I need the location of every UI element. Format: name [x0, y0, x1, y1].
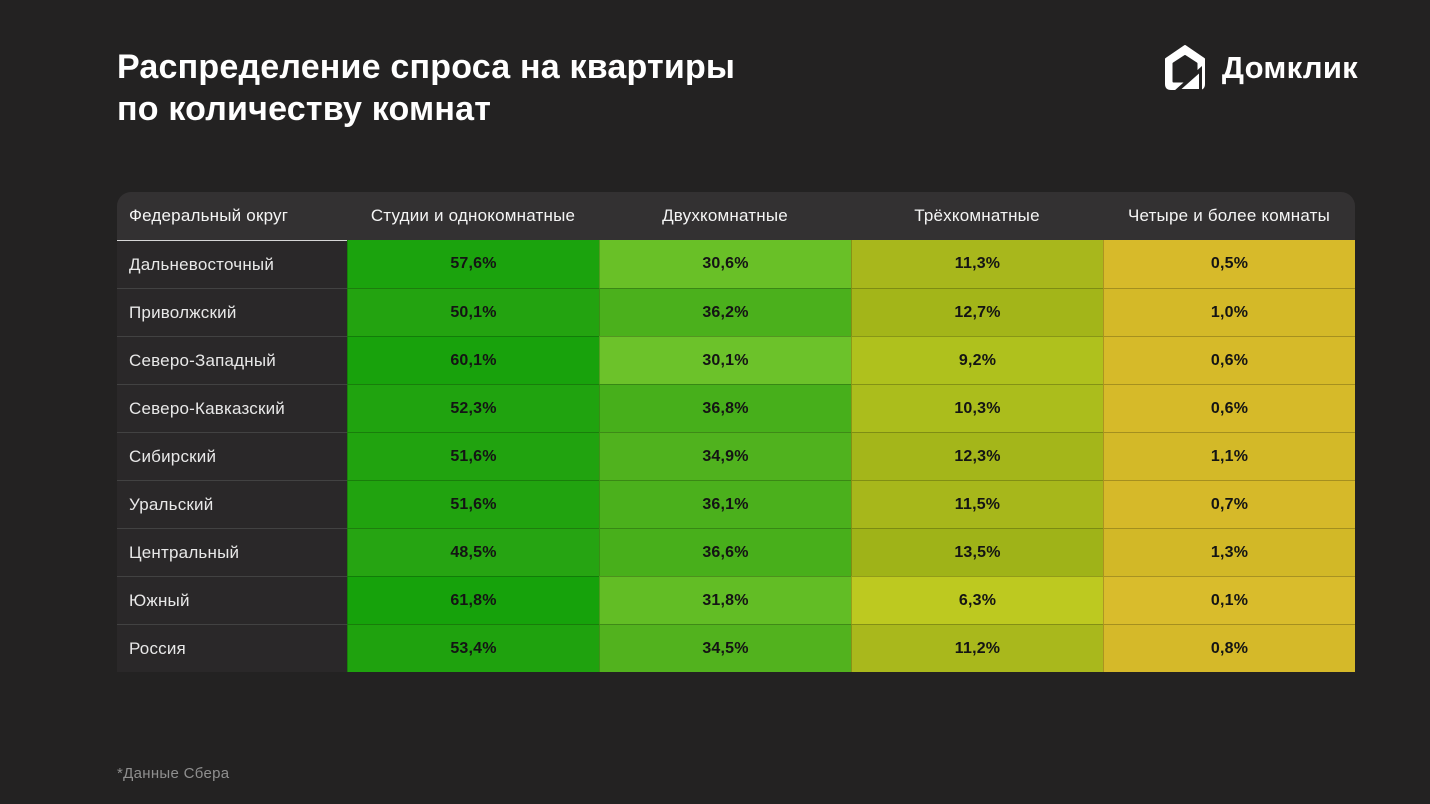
- page-title-line-1: Распределение спроса на квартиры: [117, 48, 736, 86]
- value-cell: 6,3%: [851, 576, 1103, 624]
- table-row: Дальневосточный 57,6% 30,6% 11,3% 0,5%: [117, 240, 1355, 288]
- column-header-region: Федеральный округ: [129, 206, 289, 225]
- region-label: Сибирский: [117, 432, 347, 480]
- value-cell: 61,8%: [347, 576, 599, 624]
- value-cell: 31,8%: [599, 576, 851, 624]
- table-row: Южный 61,8% 31,8% 6,3% 0,1%: [117, 576, 1355, 624]
- table-row: Приволжский 50,1% 36,2% 12,7% 1,0%: [117, 288, 1355, 336]
- value-cell: 57,6%: [347, 240, 599, 288]
- value-cell: 51,6%: [347, 432, 599, 480]
- column-header-4plus-room: Четыре и более комнаты: [1127, 206, 1331, 225]
- value-cell: 10,3%: [851, 384, 1103, 432]
- demand-heatmap-table: Федеральный округ Студии и однокомнатные…: [117, 192, 1355, 672]
- region-label: Южный: [117, 576, 347, 624]
- brand-name: Домклик: [1221, 50, 1358, 85]
- table-row: Северо-Кавказский 52,3% 36,8% 10,3% 0,6%: [117, 384, 1355, 432]
- table-header-row: Федеральный округ Студии и однокомнатные…: [117, 192, 1355, 240]
- value-cell: 12,3%: [851, 432, 1103, 480]
- brand-logo: Домклик: [1161, 44, 1358, 92]
- value-cell: 0,8%: [1103, 624, 1355, 672]
- value-cell: 0,6%: [1103, 384, 1355, 432]
- value-cell: 9,2%: [851, 336, 1103, 384]
- value-cell: 53,4%: [347, 624, 599, 672]
- value-cell: 11,2%: [851, 624, 1103, 672]
- value-cell: 11,5%: [851, 480, 1103, 528]
- value-cell: 34,9%: [599, 432, 851, 480]
- value-cell: 0,1%: [1103, 576, 1355, 624]
- value-cell: 13,5%: [851, 528, 1103, 576]
- value-cell: 1,3%: [1103, 528, 1355, 576]
- table-row: Сибирский 51,6% 34,9% 12,3% 1,1%: [117, 432, 1355, 480]
- value-cell: 36,8%: [599, 384, 851, 432]
- value-cell: 30,6%: [599, 240, 851, 288]
- table-row: Центральный 48,5% 36,6% 13,5% 1,3%: [117, 528, 1355, 576]
- value-cell: 0,7%: [1103, 480, 1355, 528]
- value-cell: 36,1%: [599, 480, 851, 528]
- value-cell: 34,5%: [599, 624, 851, 672]
- value-cell: 51,6%: [347, 480, 599, 528]
- column-header-2room: Двухкомнатные: [662, 206, 788, 225]
- value-cell: 50,1%: [347, 288, 599, 336]
- table-row: Северо-Западный 60,1% 30,1% 9,2% 0,6%: [117, 336, 1355, 384]
- table-row: Россия 53,4% 34,5% 11,2% 0,8%: [117, 624, 1355, 672]
- value-cell: 0,5%: [1103, 240, 1355, 288]
- column-header-3room: Трёхкомнатные: [914, 206, 1040, 225]
- region-label: Приволжский: [117, 288, 347, 336]
- domclick-house-icon: [1161, 44, 1209, 92]
- region-label: Центральный: [117, 528, 347, 576]
- value-cell: 36,2%: [599, 288, 851, 336]
- region-label: Дальневосточный: [117, 240, 347, 288]
- region-label: Россия: [117, 624, 347, 672]
- value-cell: 60,1%: [347, 336, 599, 384]
- table-row: Уральский 51,6% 36,1% 11,5% 0,7%: [117, 480, 1355, 528]
- table-body: Дальневосточный 57,6% 30,6% 11,3% 0,5% Привол…: [117, 240, 1355, 672]
- data-source-note: *Данные Сбера: [117, 765, 230, 782]
- value-cell: 30,1%: [599, 336, 851, 384]
- region-label: Уральский: [117, 480, 347, 528]
- value-cell: 12,7%: [851, 288, 1103, 336]
- value-cell: 1,0%: [1103, 288, 1355, 336]
- value-cell: 11,3%: [851, 240, 1103, 288]
- value-cell: 0,6%: [1103, 336, 1355, 384]
- region-label: Северо-Западный: [117, 336, 347, 384]
- value-cell: 1,1%: [1103, 432, 1355, 480]
- column-header-studio-1room: Студии и однокомнатные: [370, 206, 576, 225]
- region-label: Северо-Кавказский: [117, 384, 347, 432]
- value-cell: 52,3%: [347, 384, 599, 432]
- value-cell: 36,6%: [599, 528, 851, 576]
- page-title: Распределение спроса на квартиры по коли…: [117, 46, 735, 130]
- value-cell: 48,5%: [347, 528, 599, 576]
- page-title-line-2: по количеству комнат: [117, 90, 492, 128]
